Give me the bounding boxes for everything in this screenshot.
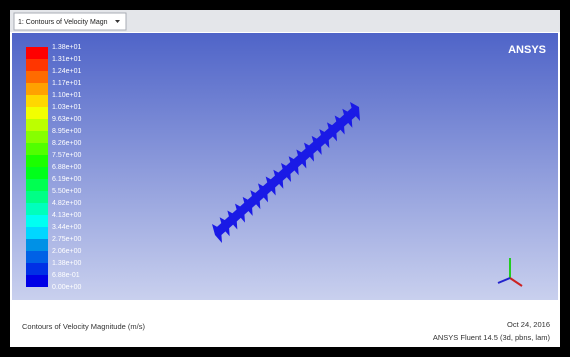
legend-label: 4.82e+00 — [52, 200, 81, 207]
color-band — [26, 107, 48, 119]
legend-label: 5.50e+00 — [52, 188, 81, 195]
color-band — [26, 179, 48, 191]
color-band — [26, 95, 48, 107]
legend-label: 4.13e+00 — [52, 212, 81, 219]
color-band — [26, 71, 48, 83]
color-band — [26, 251, 48, 263]
tab-title[interactable]: 1: Contours of Velocity Magn — [18, 19, 108, 26]
legend-label: 6.88e+00 — [52, 164, 81, 171]
color-band — [26, 167, 48, 179]
legend-label: 6.19e+00 — [52, 176, 81, 183]
color-band — [26, 155, 48, 167]
legend-label: 1.38e+01 — [52, 44, 81, 51]
color-band — [26, 83, 48, 95]
legend-label: 1.17e+01 — [52, 80, 81, 87]
legend-label: 1.24e+01 — [52, 68, 81, 75]
version: ANSYS Fluent 14.5 (3d, pbns, lam) — [433, 333, 551, 342]
legend-label: 7.57e+00 — [52, 152, 81, 159]
legend-label: 2.75e+00 — [52, 236, 81, 243]
color-band — [26, 119, 48, 131]
color-band — [26, 239, 48, 251]
color-band — [26, 227, 48, 239]
date: Oct 24, 2016 — [507, 320, 550, 329]
legend-label: 3.44e+00 — [52, 224, 81, 231]
legend-label: 0.00e+00 — [52, 284, 81, 291]
color-band — [26, 275, 48, 287]
color-band — [26, 59, 48, 71]
legend-label: 1.10e+01 — [52, 92, 81, 99]
color-band — [26, 263, 48, 275]
legend-label: 1.03e+01 — [52, 104, 81, 111]
legend-label: 1.38e+00 — [52, 260, 81, 267]
color-band — [26, 143, 48, 155]
legend-label: 1.31e+01 — [52, 56, 81, 63]
color-band — [26, 203, 48, 215]
color-band — [26, 131, 48, 143]
color-band — [26, 215, 48, 227]
legend-label: 8.95e+00 — [52, 128, 81, 135]
colorbar: 1.38e+01 1.31e+01 1.24e+01 1.17e+01 1.10e+01… — [26, 44, 81, 291]
logo: ANSYS — [508, 44, 546, 56]
caption: Contours of Velocity Magnitude (m/s) — [22, 322, 145, 331]
color-band — [26, 47, 48, 59]
fluent-window: 1: Contours of Velocity Magn ANSYS 1.38e… — [0, 0, 570, 357]
legend-label: 6.88e-01 — [52, 272, 80, 279]
color-band — [26, 191, 48, 203]
legend-label: 2.06e+00 — [52, 248, 81, 255]
legend-label: 9.63e+00 — [52, 116, 81, 123]
legend-label: 8.26e+00 — [52, 140, 81, 147]
